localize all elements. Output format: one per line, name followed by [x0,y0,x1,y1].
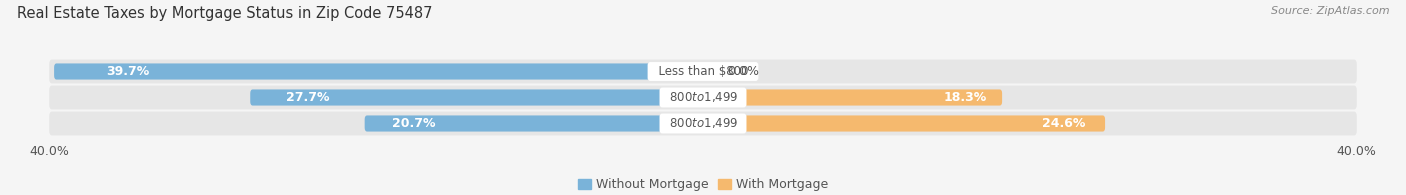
Text: $800 to $1,499: $800 to $1,499 [662,116,744,130]
Text: 39.7%: 39.7% [105,65,149,78]
FancyBboxPatch shape [49,112,1357,136]
Text: 18.3%: 18.3% [943,91,987,104]
FancyBboxPatch shape [49,86,1357,109]
FancyBboxPatch shape [703,63,723,80]
FancyBboxPatch shape [53,63,703,80]
FancyBboxPatch shape [250,90,703,105]
Text: $800 to $1,499: $800 to $1,499 [662,90,744,105]
Text: Source: ZipAtlas.com: Source: ZipAtlas.com [1271,6,1389,16]
FancyBboxPatch shape [49,59,1357,83]
Text: Real Estate Taxes by Mortgage Status in Zip Code 75487: Real Estate Taxes by Mortgage Status in … [17,6,433,21]
FancyBboxPatch shape [364,115,703,132]
Text: 0.0%: 0.0% [727,65,759,78]
Text: 27.7%: 27.7% [287,91,330,104]
Text: Less than $800: Less than $800 [651,65,755,78]
Text: 20.7%: 20.7% [392,117,436,130]
FancyBboxPatch shape [703,115,1105,132]
Text: 24.6%: 24.6% [1042,117,1085,130]
FancyBboxPatch shape [703,90,1002,105]
Legend: Without Mortgage, With Mortgage: Without Mortgage, With Mortgage [574,173,832,195]
